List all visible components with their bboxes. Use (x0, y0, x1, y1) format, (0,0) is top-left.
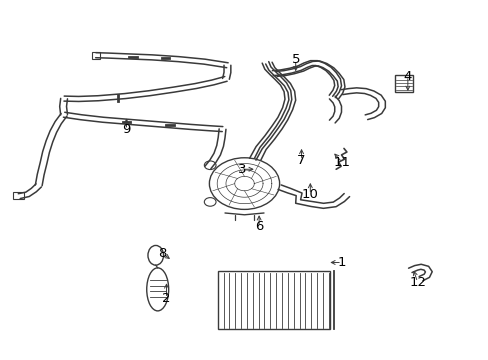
Text: 6: 6 (254, 220, 263, 233)
Bar (13, 192, 23, 199)
Text: 8: 8 (158, 247, 166, 260)
Circle shape (204, 198, 216, 206)
Text: 7: 7 (297, 154, 305, 167)
Bar (394, 75, 412, 92)
Text: 12: 12 (408, 276, 425, 289)
Ellipse shape (148, 246, 163, 265)
Ellipse shape (146, 268, 168, 311)
Text: 9: 9 (122, 123, 130, 136)
Text: 3: 3 (237, 163, 246, 176)
Bar (92, 52, 100, 59)
Text: 4: 4 (403, 69, 411, 82)
Text: 10: 10 (301, 188, 318, 201)
Text: 5: 5 (291, 53, 299, 66)
Text: 11: 11 (333, 156, 350, 168)
Bar (217, 271, 329, 329)
Circle shape (209, 158, 279, 210)
Text: 1: 1 (337, 256, 346, 269)
Circle shape (204, 161, 216, 170)
Text: 2: 2 (162, 292, 170, 305)
